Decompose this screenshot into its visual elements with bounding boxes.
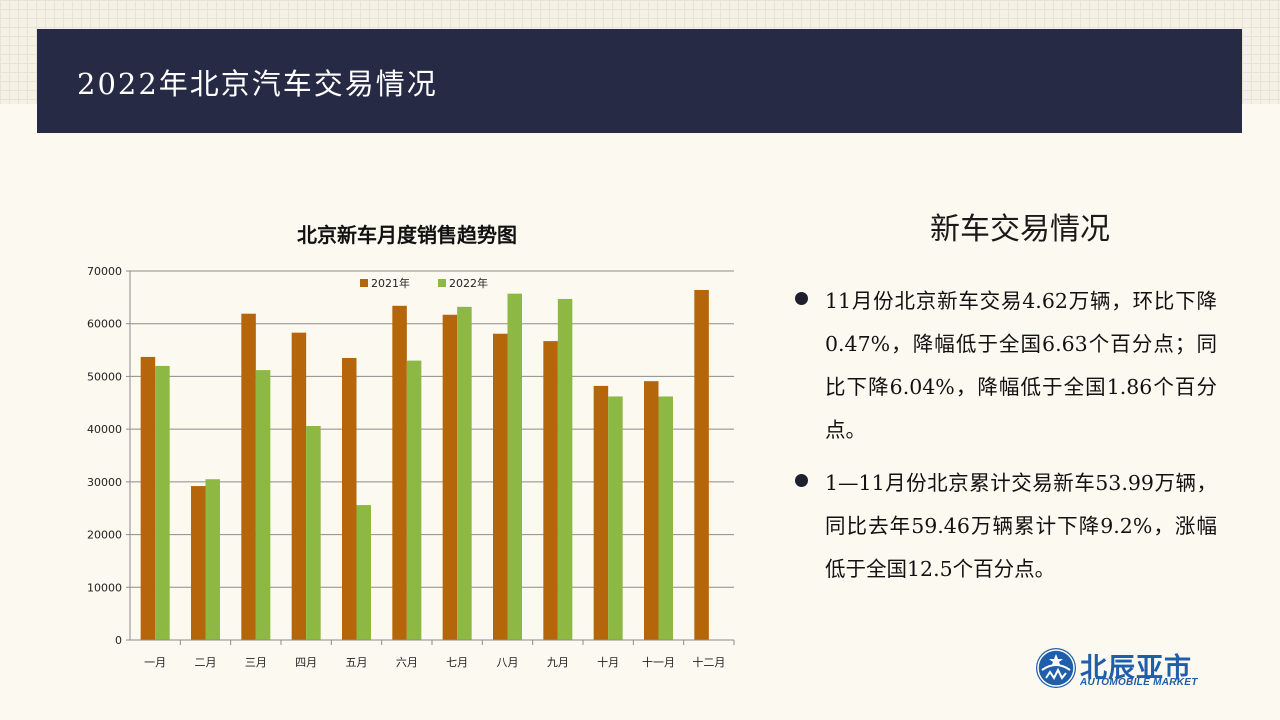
bar-2022年 <box>406 360 422 640</box>
bar-2022年 <box>356 505 371 640</box>
bullet-list: 11月份北京新车交易4.62万辆，环比下降0.47%，降幅低于全国6.63个百分… <box>792 280 1217 601</box>
logo-globe-icon <box>1036 648 1076 688</box>
x-tick-label: 七月 <box>446 656 468 669</box>
bar-2021年 <box>140 356 156 640</box>
y-tick-label: 0 <box>115 634 122 647</box>
panel-title: 新车交易情况 <box>930 212 1110 247</box>
bar-2021年 <box>241 313 256 640</box>
bullet-dot-icon <box>795 292 808 305</box>
bar-2022年 <box>608 396 623 640</box>
page-title: 2022年北京汽车交易情况 <box>77 67 438 101</box>
x-axis: 一月 二月 三月 四月 五月 六月 七月 八月 九月 十月 十一月 十二月 <box>130 639 735 669</box>
x-tick-label: 四月 <box>295 656 317 669</box>
bullet-dot-icon <box>795 474 808 487</box>
y-tick-label: 30000 <box>87 476 122 489</box>
x-tick-label: 九月 <box>547 656 569 669</box>
x-tick-label: 六月 <box>396 656 418 669</box>
logo-english-text: AUTOMOBILE MARKET <box>1080 677 1198 688</box>
x-tick-label: 十月 <box>597 655 619 669</box>
bar-2022年 <box>557 298 573 640</box>
legend-swatch <box>360 279 368 287</box>
bar-2022年 <box>507 293 522 640</box>
y-tick-label: 60000 <box>87 318 122 331</box>
bar-2021年 <box>392 305 407 640</box>
legend-label: 2022年 <box>449 276 488 290</box>
bar-2022年 <box>658 396 673 640</box>
bullet-item: 1—11月份北京累计交易新车53.99万辆，同比去年59.46万辆累计下降9.2… <box>792 462 1217 591</box>
bar-2021年 <box>291 332 307 640</box>
bar-2022年 <box>457 306 472 640</box>
bullet-text: 1—11月份北京累计交易新车53.99万辆，同比去年59.46万辆累计下降9.2… <box>825 471 1217 581</box>
y-tick-label: 70000 <box>87 265 122 278</box>
title-bar: 2022年北京汽车交易情况 <box>37 29 1242 133</box>
x-tick-label: 二月 <box>195 656 217 669</box>
bars <box>140 289 709 640</box>
bar-2022年 <box>255 370 271 640</box>
legend-swatch <box>438 279 446 287</box>
y-tick-label: 50000 <box>87 370 122 383</box>
x-tick-label: 十二月 <box>692 655 725 669</box>
x-tick-label: 三月 <box>245 656 267 669</box>
grid-lines <box>130 270 734 588</box>
bar-2021年 <box>694 289 709 640</box>
y-tick-label: 10000 <box>87 581 122 594</box>
company-logo: 北辰亚市 AUTOMOBILE MARKET <box>1036 646 1211 692</box>
x-tick-label: 五月 <box>346 656 368 669</box>
bar-2021年 <box>644 381 659 640</box>
bar-2021年 <box>191 486 206 640</box>
y-tick-label: 20000 <box>87 529 122 542</box>
bar-2021年 <box>543 341 558 640</box>
bar-2021年 <box>342 357 357 640</box>
bar-2021年 <box>593 385 609 640</box>
logo-chinese-text: 北辰亚市 <box>1080 653 1192 684</box>
bullet-text: 11月份北京新车交易4.62万辆，环比下降0.47%，降幅低于全国6.63个百分… <box>825 289 1217 442</box>
bar-2021年 <box>493 333 508 640</box>
y-tick-label: 40000 <box>87 423 122 436</box>
y-axis: 0 10000 20000 30000 40000 50000 60000 70000 <box>87 265 131 647</box>
bar-2022年 <box>306 425 321 640</box>
legend: 2021年 2022年 <box>360 276 488 290</box>
bar-2021年 <box>442 314 458 640</box>
sales-bar-chart: 北京新车月度销售趋势图 0 10000 20000 30000 40000 50000 60… <box>87 223 735 669</box>
bar-2022年 <box>155 365 170 640</box>
bullet-item: 11月份北京新车交易4.62万辆，环比下降0.47%，降幅低于全国6.63个百分… <box>792 280 1217 452</box>
legend-label: 2021年 <box>371 276 410 290</box>
x-tick-label: 十一月 <box>642 655 675 669</box>
bar-2022年 <box>205 479 220 640</box>
x-tick-label: 八月 <box>497 656 519 669</box>
chart-title: 北京新车月度销售趋势图 <box>297 223 517 247</box>
x-tick-label: 一月 <box>144 656 166 669</box>
